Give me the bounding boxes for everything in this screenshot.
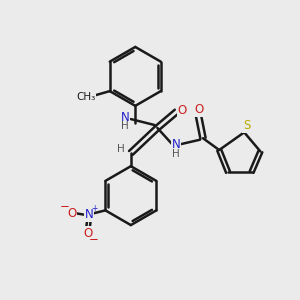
Text: −: − [60, 200, 70, 213]
Text: O: O [83, 227, 92, 240]
Text: H: H [121, 122, 129, 131]
Text: N: N [121, 111, 129, 124]
Text: O: O [178, 104, 187, 117]
Text: N: N [172, 138, 180, 151]
Text: −: − [88, 233, 98, 246]
Text: H: H [117, 143, 124, 154]
Text: N: N [85, 208, 94, 221]
Text: H: H [172, 148, 180, 158]
Text: O: O [67, 207, 76, 220]
Text: O: O [194, 103, 203, 116]
Text: +: + [91, 204, 98, 213]
Text: CH₃: CH₃ [76, 92, 95, 102]
Text: S: S [243, 119, 250, 132]
